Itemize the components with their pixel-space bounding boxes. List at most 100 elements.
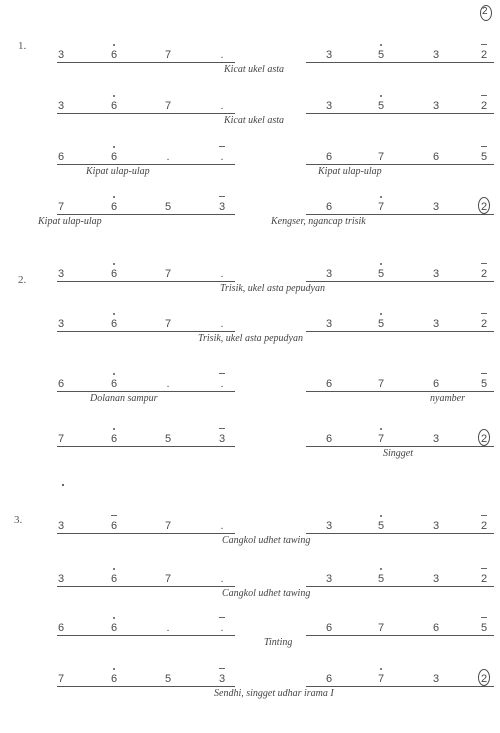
note-digit: 6 (57, 622, 65, 634)
upper-octave-dot (380, 263, 382, 265)
note: 3 (54, 42, 68, 64)
underline (57, 686, 235, 687)
note-digit: . (166, 378, 170, 390)
note: 2 (477, 426, 491, 448)
note: . (215, 513, 229, 535)
note: 6 (107, 261, 121, 283)
note: 7 (374, 666, 388, 688)
underline (306, 164, 494, 165)
note: 2 (477, 261, 491, 283)
note: 7 (161, 93, 175, 115)
note: . (215, 311, 229, 333)
note-digit: 3 (57, 100, 65, 112)
notation-row: 3 6 7. 3 5 3 2 Cangkol udhet tawing (0, 507, 500, 546)
note: 3 (429, 93, 443, 115)
underline (306, 113, 494, 114)
note: 6 (107, 566, 121, 588)
note-digit: . (220, 268, 224, 280)
note-digit: 3 (57, 520, 65, 532)
note: . (215, 566, 229, 588)
underline (306, 214, 494, 215)
movement-label: Tinting (264, 637, 293, 648)
note-digit: 3 (432, 673, 440, 685)
note: 5 (374, 566, 388, 588)
note: 7 (161, 513, 175, 535)
note-digit: 6 (325, 201, 333, 213)
notation-row: 7 6 5 3 6 7 3 2 Kipat ulap-ulap Kengser, ngancap … (0, 188, 500, 227)
gong-circle-icon (478, 669, 490, 686)
movement-label: Kipat ulap-ulap (38, 216, 102, 227)
note-digit: 3 (325, 520, 333, 532)
note: 6 (107, 426, 121, 448)
gong-mark-top: 2 (479, 5, 493, 23)
note-digit: . (220, 520, 224, 532)
note: 3 (322, 93, 336, 115)
movement-label: Kipat ulap-ulap (318, 166, 382, 177)
note-digit: 7 (57, 201, 65, 213)
note: 3 (215, 426, 229, 448)
kenong-mark (481, 373, 487, 374)
gong-circle-icon (478, 429, 490, 446)
note-digit: 3 (325, 573, 333, 585)
note: . (161, 144, 175, 166)
note-digit: 6 (110, 49, 118, 61)
kenong-mark (219, 617, 225, 618)
note: 7 (54, 666, 68, 688)
note: . (215, 615, 229, 637)
note-digit: 7 (164, 318, 172, 330)
note-digit: 2 (480, 268, 488, 280)
note-digit: 6 (110, 318, 118, 330)
kenong-mark (481, 95, 487, 96)
note-digit: 6 (110, 100, 118, 112)
note: 3 (215, 194, 229, 216)
kenong-mark (219, 146, 225, 147)
note-digit: . (166, 622, 170, 634)
note: 3 (322, 566, 336, 588)
kenong-mark (481, 146, 487, 147)
note: . (215, 371, 229, 393)
kenong-mark (481, 263, 487, 264)
note-digit: 2 (480, 433, 488, 445)
underline (306, 62, 494, 63)
note-digit: 5 (480, 378, 488, 390)
note-digit: 3 (432, 520, 440, 532)
note-digit: 7 (164, 268, 172, 280)
underline (306, 586, 494, 587)
note-digit: 2 (480, 318, 488, 330)
upper-octave-dot (113, 95, 115, 97)
note-digit: 3 (218, 673, 226, 685)
note: . (215, 144, 229, 166)
note-digit: 2 (480, 201, 488, 213)
note: 6 (429, 144, 443, 166)
movement-label: Kicat ukel asta (224, 115, 284, 126)
movement-label: Kicat ukel asta (224, 64, 284, 75)
upper-octave-dot (380, 515, 382, 517)
note: 3 (54, 311, 68, 333)
note: 2 (477, 513, 491, 535)
notation-row: 3 6 7. 3 5 3 2 Kicat ukel asta (0, 36, 500, 75)
stray-dot (62, 484, 64, 486)
note-digit: 2 (480, 49, 488, 61)
note-digit: 3 (57, 318, 65, 330)
note: 6 (107, 666, 121, 688)
note-digit: 6 (110, 673, 118, 685)
note-digit: 7 (164, 49, 172, 61)
note-digit: 7 (164, 573, 172, 585)
note-digit: 3 (325, 318, 333, 330)
note-digit: 7 (377, 673, 385, 685)
note: 7 (161, 261, 175, 283)
note: 6 (107, 513, 121, 535)
note-digit: 3 (432, 318, 440, 330)
note: 3 (54, 93, 68, 115)
movement-label: Trisik, ukel asta pepudyan (220, 283, 325, 294)
movement-label: Trisik, ukel asta pepudyan (198, 333, 303, 344)
note-digit: 5 (377, 573, 385, 585)
note-digit: 6 (110, 520, 118, 532)
kenong-mark (481, 515, 487, 516)
note-digit: 3 (57, 573, 65, 585)
note: 6 (322, 371, 336, 393)
note: 5 (161, 426, 175, 448)
kenong-mark (219, 668, 225, 669)
underline (57, 446, 235, 447)
section-number-3: 3. (14, 514, 23, 526)
